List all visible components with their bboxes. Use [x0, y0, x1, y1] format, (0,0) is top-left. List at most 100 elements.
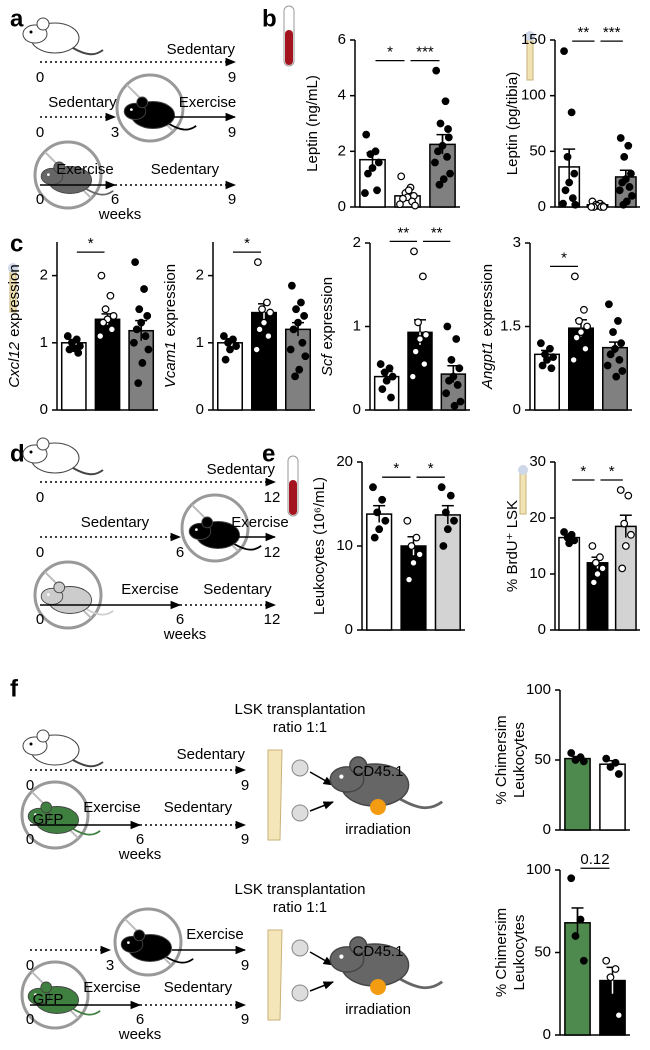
mouse-eye [339, 954, 344, 959]
mouse-ear [36, 729, 50, 743]
data-point [369, 483, 377, 492]
label: 3 [106, 957, 114, 974]
data-point [99, 318, 108, 327]
label: 0 [36, 191, 44, 208]
mouse-tail [233, 543, 262, 551]
label: Exercise [56, 161, 114, 178]
y-tick-label: 2 [338, 142, 346, 159]
bar [568, 327, 594, 411]
data-point [132, 325, 141, 334]
significance-label: * [561, 249, 567, 266]
data-point [292, 305, 300, 314]
mouse-ear [201, 516, 214, 529]
running-wheel [20, 960, 90, 1030]
data-point [439, 175, 448, 184]
mouse-eye [29, 30, 33, 34]
running-wheel [33, 560, 103, 630]
data-point [264, 332, 273, 340]
y-tick-label: 20 [336, 453, 353, 470]
label: ratio 1:1 [273, 719, 327, 736]
significance-label: *** [603, 24, 621, 41]
data-point [606, 350, 615, 359]
data-point [260, 318, 268, 327]
data-point [376, 360, 385, 368]
data-point [361, 189, 369, 197]
running-wheel [113, 907, 183, 977]
mouse-eye [127, 941, 130, 944]
data-point [561, 186, 570, 195]
label: weeks [118, 1026, 162, 1043]
mouse-ear [40, 801, 53, 814]
label: 6 [176, 544, 184, 561]
bone [267, 929, 283, 1021]
mouse-ear [36, 437, 50, 451]
running-wheel [20, 780, 90, 850]
data-point [258, 305, 266, 314]
mouse-tail [72, 467, 104, 476]
y-tick-label: 100 [521, 87, 546, 104]
label: 0 [36, 124, 44, 141]
data-point [405, 575, 413, 584]
label: 9 [241, 777, 249, 794]
y-tick-label: 6 [338, 31, 346, 48]
y-axis-label-text: expression [162, 264, 179, 337]
label: 12 [264, 544, 281, 561]
data-point [300, 312, 309, 320]
mouse-icon [27, 981, 101, 1016]
label: 0 [26, 957, 34, 974]
data-point [580, 305, 588, 314]
data-point [571, 200, 580, 209]
data-point [101, 305, 110, 314]
label: 9 [241, 1011, 249, 1028]
mouse-ear [133, 929, 146, 942]
data-point [380, 368, 389, 377]
y-axis-label-gene: Scf [319, 353, 336, 377]
data-point [439, 542, 448, 550]
data-point [431, 158, 439, 167]
label: GFP [33, 991, 64, 1008]
data-point [450, 516, 458, 525]
label: irradiation [345, 821, 411, 838]
data-point [614, 1011, 623, 1020]
y-tick-label: 0 [538, 621, 546, 638]
significance-label: * [580, 463, 586, 480]
data-point [606, 763, 615, 771]
y-axis-label: % BrdU⁺ LSK [504, 500, 521, 592]
label: GFP [33, 811, 64, 828]
data-point [569, 356, 578, 364]
data-point [563, 152, 572, 161]
data-point [571, 932, 580, 940]
label: e [262, 440, 275, 467]
data-point [436, 119, 445, 128]
label: Sedentary [177, 746, 246, 763]
arrow [309, 981, 334, 992]
data-point [456, 397, 465, 406]
y-axis-label: Cxcl12 expression [6, 264, 23, 387]
label: CD45.1 [353, 763, 404, 780]
mouse-icon [120, 929, 194, 964]
bone-icon [8, 263, 18, 313]
significance-label: ** [577, 24, 589, 41]
data-point [144, 345, 153, 354]
mouse-tail [85, 188, 114, 196]
label: weeks [118, 846, 162, 863]
label: 9 [228, 69, 236, 86]
running-wheel [180, 493, 250, 563]
data-point [374, 158, 383, 167]
data-point [294, 318, 302, 327]
label: irradiation [345, 1001, 411, 1018]
y-axis-label: Angpt1 expression [479, 264, 496, 390]
data-point [536, 339, 545, 348]
data-point [129, 338, 138, 347]
significance-label: * [609, 463, 615, 480]
y-axis-label-gene: Cxcl12 [6, 341, 23, 388]
data-point [137, 318, 146, 327]
arrow [309, 801, 334, 812]
bar [251, 311, 277, 411]
data-point [297, 298, 305, 307]
arrow [309, 771, 334, 786]
data-point [382, 376, 391, 385]
bar [614, 525, 637, 631]
data-point [131, 258, 140, 267]
data-point [373, 508, 382, 517]
